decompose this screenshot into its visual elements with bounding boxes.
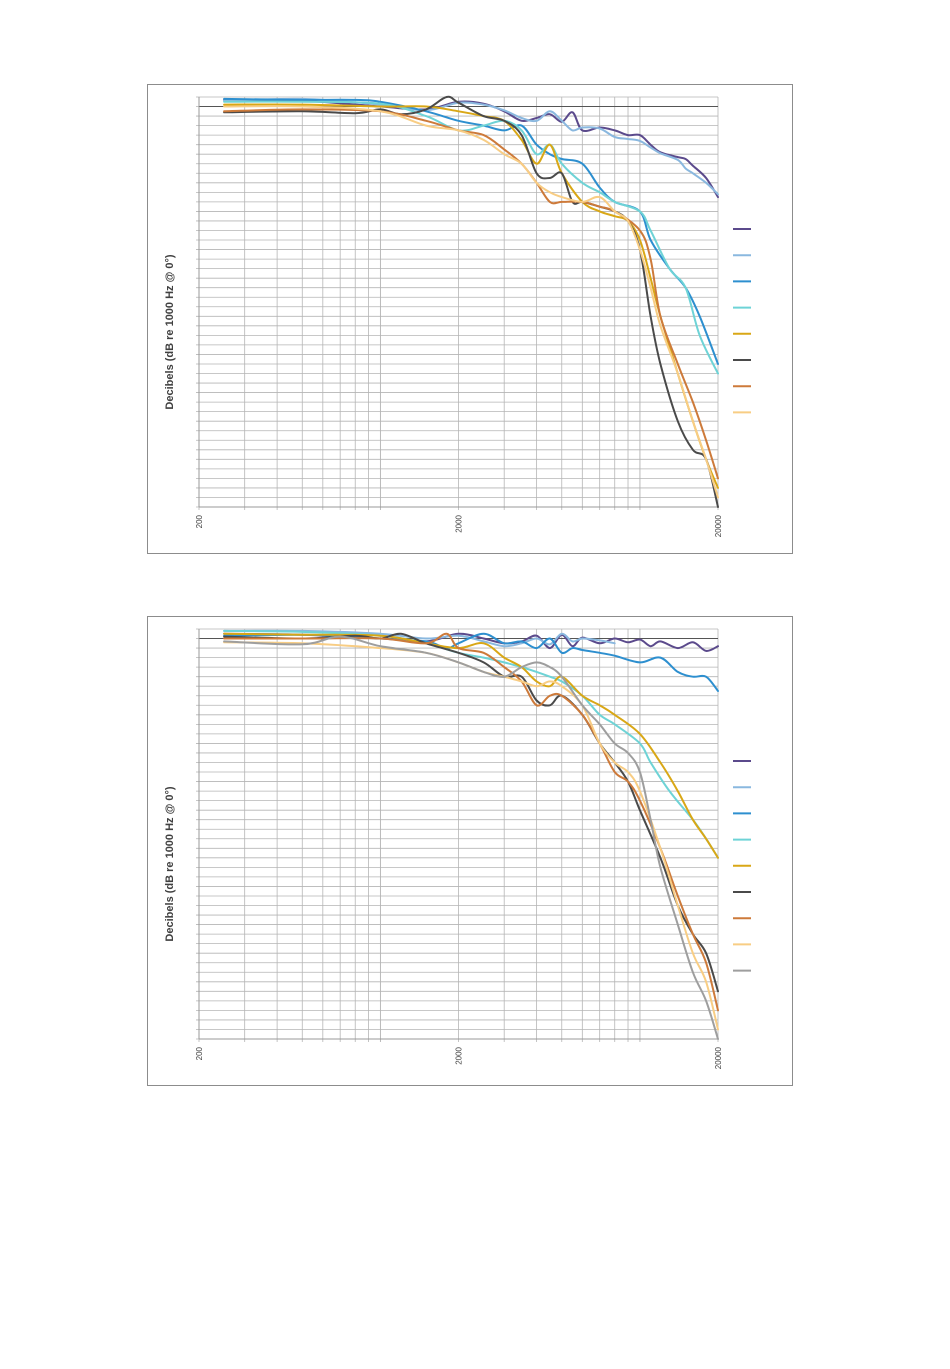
grid — [196, 628, 719, 1042]
series-group — [223, 95, 719, 508]
series-group — [223, 629, 719, 1040]
series-line-2 — [223, 629, 616, 648]
grid — [196, 96, 719, 510]
series-line-8 — [223, 105, 719, 499]
x-tick-label: 200 — [195, 514, 204, 528]
series-line-3 — [223, 97, 719, 365]
chart-svg: 200 2000 20000 Decibels (dB re 1000 Hz @ 0°… — [164, 95, 751, 537]
chart-svg: 200 2000 20000 Decibels (dB re 1000 Hz @ 0°… — [164, 628, 751, 1069]
frequency-response-chart-1: 200 2000 20000 Decibels (dB re 1000 Hz @ 0°… — [147, 84, 793, 554]
legend — [733, 228, 751, 414]
series-line-8 — [223, 641, 719, 1031]
x-tick-label: 200 — [195, 1046, 204, 1060]
series-line-7 — [223, 108, 719, 480]
series-line-4 — [223, 629, 719, 859]
series-line-9 — [223, 635, 719, 1040]
y-axis-label: Decibels (dB re 1000 Hz @ 0°) — [164, 786, 176, 941]
series-line-6 — [223, 632, 719, 993]
x-tick-label: 20000 — [714, 1046, 723, 1069]
y-axis-label: Decibels (dB re 1000 Hz @ 0°) — [164, 254, 176, 409]
series-line-7 — [223, 632, 719, 1012]
legend — [733, 760, 751, 972]
series-line-2 — [223, 97, 719, 196]
x-tick-label: 2000 — [455, 1046, 464, 1064]
frequency-response-chart-2: 200 2000 20000 Decibels (dB re 1000 Hz @ 0°… — [147, 616, 793, 1086]
x-tick-label: 2000 — [455, 514, 464, 532]
x-tick-label: 20000 — [714, 514, 723, 537]
series-line-6 — [223, 95, 719, 508]
series-line-1 — [223, 98, 719, 199]
